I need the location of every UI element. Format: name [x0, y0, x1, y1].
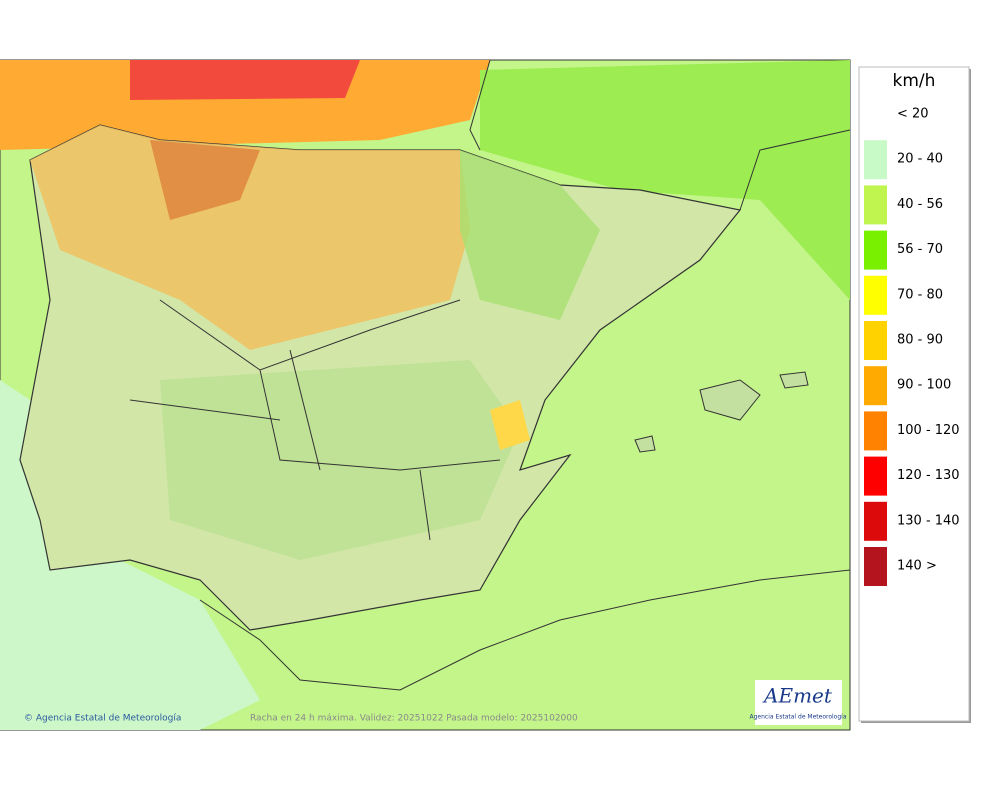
- caption: Racha en 24 h máxima. Validez: 20251022 …: [250, 714, 578, 724]
- legend-label: 80 - 90: [897, 333, 943, 348]
- legend-label: 56 - 70: [897, 242, 943, 257]
- island: [634, 435, 656, 453]
- legend-swatch: [864, 230, 887, 270]
- legend-label: 120 - 130: [897, 468, 960, 483]
- island: [779, 371, 809, 389]
- legend-swatch: [864, 411, 887, 451]
- legend: km/h < 20 20 - 40 40 - 56 56 - 70 70 - 80 80 …: [858, 66, 971, 723]
- gust-zone: [460, 150, 600, 320]
- legend-swatch: [864, 275, 887, 315]
- island: [699, 379, 761, 421]
- legend-label: 130 - 140: [897, 513, 960, 528]
- gust-zone: [30, 125, 470, 350]
- credit: © Agencia Estatal de Meteorología: [24, 714, 181, 724]
- legend-swatch: [864, 140, 887, 180]
- legend-label: 20 - 40: [897, 152, 943, 167]
- legend-label: 100 - 120: [897, 423, 960, 438]
- gust-zone: [160, 360, 520, 560]
- gust-zone: [490, 400, 530, 450]
- legend-title: km/h: [893, 71, 936, 91]
- region-border: [129, 299, 501, 541]
- legend-label: 90 - 100: [897, 378, 951, 393]
- legend-swatch: [864, 321, 887, 360]
- legend-label: 70 - 80: [897, 287, 943, 302]
- logo-box: [755, 680, 842, 725]
- gust-zone: [480, 60, 850, 300]
- gust-zone: [0, 60, 490, 150]
- map: © Agencia Estatal de Meteorología Racha …: [0, 59, 851, 731]
- coastline: [199, 59, 851, 691]
- logo-subtitle: Agencia Estatal de Meteorología: [750, 714, 847, 721]
- legend-swatch: [864, 366, 887, 406]
- legend-label: 40 - 56: [897, 197, 943, 212]
- legend-swatch: [864, 456, 887, 496]
- legend-swatch: [864, 501, 887, 541]
- legend-label: 140 >: [897, 559, 937, 574]
- logo: AEmet: [762, 684, 833, 708]
- legend-swatch: [864, 547, 887, 586]
- gust-zone: [130, 60, 360, 100]
- legend-label: < 20: [897, 107, 929, 122]
- gust-zone: [150, 140, 260, 220]
- legend-swatch: [864, 185, 887, 225]
